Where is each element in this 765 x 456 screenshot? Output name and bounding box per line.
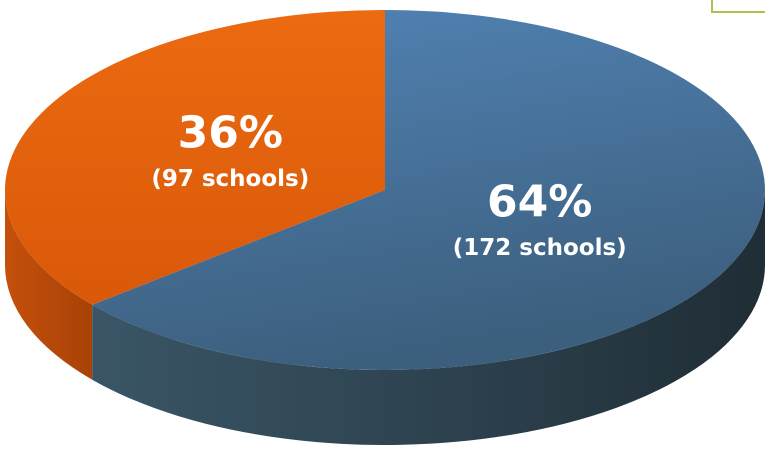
value-label: 64% <box>487 176 592 227</box>
count-label: (97 schools) <box>151 166 309 192</box>
slice <box>92 10 765 370</box>
frame-corner <box>711 0 765 13</box>
slice <box>4 10 386 305</box>
pie: 36% (97 schools) 64% (172 schools) <box>4 10 765 445</box>
slice-side <box>5 190 93 380</box>
value-label: 36% <box>178 108 283 159</box>
slice-side <box>92 190 765 445</box>
count-label: (172 schools) <box>453 235 627 261</box>
